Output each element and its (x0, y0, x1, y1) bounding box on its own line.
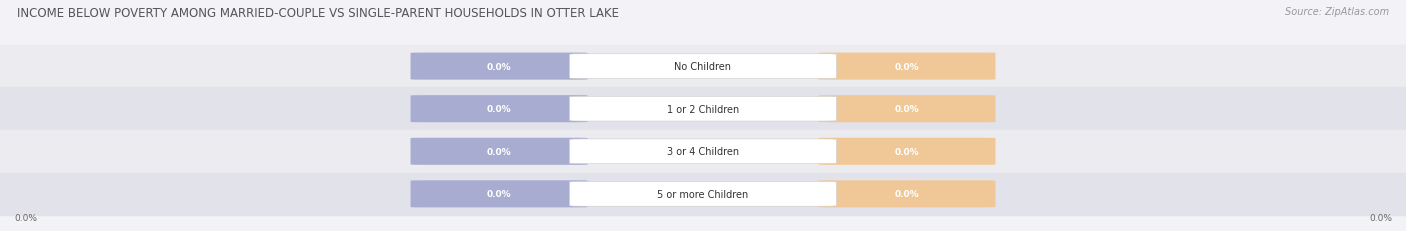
FancyBboxPatch shape (411, 138, 588, 165)
FancyBboxPatch shape (569, 182, 837, 206)
FancyBboxPatch shape (569, 139, 837, 164)
Text: 5 or more Children: 5 or more Children (658, 189, 748, 199)
FancyBboxPatch shape (569, 97, 837, 122)
Bar (0, 88, 1406, 131)
Text: 0.0%: 0.0% (14, 213, 37, 222)
FancyBboxPatch shape (818, 96, 995, 123)
Text: 0.0%: 0.0% (486, 189, 512, 198)
Text: 0.0%: 0.0% (486, 62, 512, 71)
Text: 0.0%: 0.0% (486, 105, 512, 114)
FancyBboxPatch shape (411, 96, 588, 123)
Text: 3 or 4 Children: 3 or 4 Children (666, 147, 740, 157)
Text: 0.0%: 0.0% (894, 62, 920, 71)
FancyBboxPatch shape (569, 55, 837, 79)
Text: 0.0%: 0.0% (894, 189, 920, 198)
FancyBboxPatch shape (818, 138, 995, 165)
FancyBboxPatch shape (411, 53, 588, 80)
Text: No Children: No Children (675, 62, 731, 72)
Bar (0, 131, 1406, 173)
Bar (0, 173, 1406, 215)
Text: 0.0%: 0.0% (894, 147, 920, 156)
Text: INCOME BELOW POVERTY AMONG MARRIED-COUPLE VS SINGLE-PARENT HOUSEHOLDS IN OTTER L: INCOME BELOW POVERTY AMONG MARRIED-COUPL… (17, 7, 619, 20)
Text: 0.0%: 0.0% (1369, 213, 1392, 222)
Text: Source: ZipAtlas.com: Source: ZipAtlas.com (1285, 7, 1389, 17)
Text: 0.0%: 0.0% (486, 147, 512, 156)
FancyBboxPatch shape (411, 181, 588, 207)
FancyBboxPatch shape (818, 53, 995, 80)
Text: 0.0%: 0.0% (894, 105, 920, 114)
Text: 1 or 2 Children: 1 or 2 Children (666, 104, 740, 114)
FancyBboxPatch shape (818, 181, 995, 207)
Bar (0, 46, 1406, 88)
